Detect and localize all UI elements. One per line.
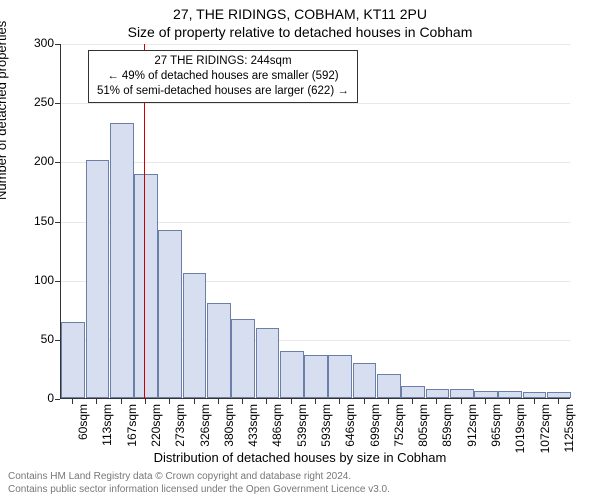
x-tick-mark bbox=[121, 399, 122, 404]
histogram-bar bbox=[547, 392, 571, 398]
x-tick-mark bbox=[461, 399, 462, 404]
histogram-bar bbox=[158, 230, 182, 398]
x-tick-mark bbox=[558, 399, 559, 404]
histogram-bar bbox=[280, 351, 304, 398]
histogram-bar bbox=[498, 391, 522, 398]
histogram-bar bbox=[401, 386, 425, 398]
chart-container: 27, THE RIDINGS, COBHAM, KT11 2PU Size o… bbox=[0, 0, 600, 500]
x-tick-mark bbox=[96, 399, 97, 404]
y-tick-label: 150 bbox=[14, 214, 54, 228]
x-tick-mark bbox=[534, 399, 535, 404]
histogram-bar bbox=[426, 389, 450, 398]
credits-line2: Contains public sector information licen… bbox=[8, 484, 390, 497]
x-tick-mark bbox=[169, 399, 170, 404]
x-tick-mark bbox=[242, 399, 243, 404]
credits-line1: Contains HM Land Registry data © Crown c… bbox=[8, 471, 390, 484]
y-tick-label: 100 bbox=[14, 273, 54, 287]
histogram-bar bbox=[61, 322, 85, 398]
x-tick-mark bbox=[315, 399, 316, 404]
x-tick-mark bbox=[266, 399, 267, 404]
x-tick-mark bbox=[436, 399, 437, 404]
x-tick-mark bbox=[364, 399, 365, 404]
histogram-bar bbox=[256, 328, 280, 398]
annotation-box: 27 THE RIDINGS: 244sqm ← 49% of detached… bbox=[88, 50, 358, 103]
histogram-bar bbox=[134, 174, 158, 398]
histogram-bar bbox=[86, 160, 110, 398]
y-tick-label: 200 bbox=[14, 154, 54, 168]
histogram-bar bbox=[110, 123, 134, 398]
histogram-bar bbox=[353, 363, 377, 399]
x-tick-mark bbox=[339, 399, 340, 404]
x-tick-mark bbox=[485, 399, 486, 404]
y-tick-mark bbox=[55, 399, 60, 400]
x-tick-mark bbox=[194, 399, 195, 404]
x-tick-mark bbox=[218, 399, 219, 404]
histogram-bar bbox=[231, 319, 255, 398]
histogram-bar bbox=[183, 273, 207, 398]
histogram-bar bbox=[523, 392, 547, 398]
histogram-bar bbox=[207, 303, 231, 398]
x-tick-mark bbox=[388, 399, 389, 404]
x-tick-mark bbox=[72, 399, 73, 404]
y-tick-label: 50 bbox=[14, 332, 54, 346]
y-axis-label: Number of detached properties bbox=[0, 21, 9, 200]
annotation-line2: ← 49% of detached houses are smaller (59… bbox=[97, 69, 349, 84]
chart-title-address: 27, THE RIDINGS, COBHAM, KT11 2PU bbox=[0, 6, 600, 22]
y-tick-label: 300 bbox=[14, 36, 54, 50]
histogram-bar bbox=[377, 374, 401, 398]
annotation-line3: 51% of semi-detached houses are larger (… bbox=[97, 84, 349, 99]
x-tick-mark bbox=[145, 399, 146, 404]
chart-title-desc: Size of property relative to detached ho… bbox=[0, 24, 600, 40]
x-axis-label: Distribution of detached houses by size … bbox=[0, 450, 600, 465]
x-tick-mark bbox=[412, 399, 413, 404]
y-tick-label: 0 bbox=[14, 391, 54, 405]
x-tick-mark bbox=[291, 399, 292, 404]
y-tick-label: 250 bbox=[14, 95, 54, 109]
histogram-bar bbox=[450, 389, 474, 398]
histogram-bar bbox=[304, 355, 328, 398]
histogram-bar bbox=[474, 391, 498, 398]
histogram-bar bbox=[328, 355, 352, 398]
x-tick-mark bbox=[509, 399, 510, 404]
credits: Contains HM Land Registry data © Crown c… bbox=[8, 471, 390, 496]
annotation-line1: 27 THE RIDINGS: 244sqm bbox=[97, 54, 349, 69]
